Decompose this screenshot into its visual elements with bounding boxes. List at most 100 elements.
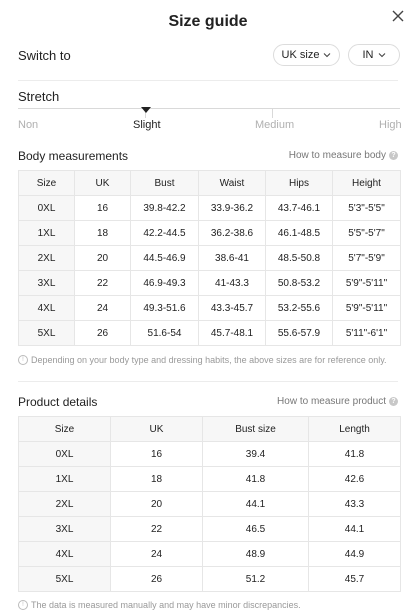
table-cell: 1XL [18, 466, 111, 492]
table-cell: 44.9 [308, 541, 401, 567]
table-cell: 5'5"-5'7" [332, 220, 401, 246]
table-cell: 26 [74, 320, 131, 346]
table-cell: 44.1 [308, 516, 401, 542]
table-cell: 5'3"-5'5" [332, 195, 401, 221]
table-cell: 46.5 [202, 516, 309, 542]
column-header: Size [18, 170, 75, 196]
table-cell: 44.5-46.9 [130, 245, 199, 271]
table-cell: 5'9"-5'11" [332, 295, 401, 321]
table-cell: 5'9"-5'11" [332, 270, 401, 296]
table-cell: 33.9-36.2 [198, 195, 266, 221]
column-header: Bust size [202, 416, 309, 442]
table-cell: 46.1-48.5 [265, 220, 333, 246]
page-title: Size guide [168, 13, 248, 30]
stretch-label: Stretch [18, 89, 60, 104]
stretch-scale [18, 107, 400, 120]
table-row: 4XL 24 48.9 44.9 [18, 541, 401, 567]
close-icon[interactable] [390, 8, 406, 24]
table-cell: 41.8 [308, 441, 401, 467]
region-size-value: UK size [281, 49, 320, 61]
stretch-option-non: Non [18, 119, 39, 131]
table-cell: 50.8-53.2 [265, 270, 333, 296]
table-cell: 44.1 [202, 491, 309, 517]
table-row: 5XL 26 51.2 45.7 [18, 566, 401, 592]
column-header: Bust [130, 170, 199, 196]
table-cell: 51.6-54 [130, 320, 199, 346]
how-to-measure-product-text: How to measure product [277, 396, 386, 407]
table-cell: 24 [74, 295, 131, 321]
table-cell: 2XL [18, 491, 111, 517]
column-header: Height [332, 170, 401, 196]
table-cell: 5'7"-5'9" [332, 245, 401, 271]
table-cell: 0XL [18, 441, 111, 467]
column-header: Hips [265, 170, 333, 196]
table-row: 0XL 16 39.8-42.2 33.9-36.2 43.7-46.1 5'3… [18, 195, 401, 221]
table-cell: 42.2-44.5 [130, 220, 199, 246]
table-cell: 3XL [18, 270, 75, 296]
table-cell: 36.2-38.6 [198, 220, 266, 246]
table-row: 2XL 20 44.5-46.9 38.6-41 48.5-50.8 5'7"-… [18, 245, 401, 271]
table-row: 1XL 18 42.2-44.5 36.2-38.6 46.1-48.5 5'5… [18, 220, 401, 246]
unit-select[interactable]: IN [348, 44, 400, 66]
table-cell: 43.7-46.1 [265, 195, 333, 221]
table-cell: 20 [74, 245, 131, 271]
column-header: UK [110, 416, 203, 442]
table-cell: 18 [74, 220, 131, 246]
body-note-text: Depending on your body type and dressing… [31, 355, 387, 365]
info-icon: ! [18, 355, 28, 365]
table-header-row: Size UK Bust size Length [18, 416, 401, 442]
table-row: 3XL 22 46.9-49.3 41-43.3 50.8-53.2 5'9"-… [18, 270, 401, 296]
table-row: 4XL 24 49.3-51.6 43.3-45.7 53.2-55.6 5'9… [18, 295, 401, 321]
region-size-select[interactable]: UK size [273, 44, 340, 66]
table-cell: 20 [110, 491, 203, 517]
stretch-option-high: High [379, 119, 402, 131]
column-header: UK [74, 170, 131, 196]
stretch-line [18, 108, 400, 109]
question-icon: ? [389, 397, 398, 406]
how-to-measure-product-link[interactable]: How to measure product ? [277, 396, 398, 407]
table-cell: 39.4 [202, 441, 309, 467]
product-note-text: The data is measured manually and may ha… [31, 600, 301, 610]
table-cell: 48.9 [202, 541, 309, 567]
table-cell: 24 [110, 541, 203, 567]
table-cell: 4XL [18, 295, 75, 321]
table-cell: 46.9-49.3 [130, 270, 199, 296]
table-row: 1XL 18 41.8 42.6 [18, 466, 401, 492]
table-cell: 42.6 [308, 466, 401, 492]
table-cell: 53.2-55.6 [265, 295, 333, 321]
question-icon: ? [389, 151, 398, 160]
chevron-down-icon [378, 53, 385, 58]
table-cell: 2XL [18, 245, 75, 271]
table-cell: 55.6-57.9 [265, 320, 333, 346]
chevron-down-icon [324, 53, 331, 58]
switch-row: Switch to UK size IN [0, 40, 416, 72]
table-cell: 45.7-48.1 [198, 320, 266, 346]
table-cell: 3XL [18, 516, 111, 542]
column-header: Waist [198, 170, 266, 196]
stretch-option-slight: Slight [133, 119, 161, 131]
table-cell: 22 [74, 270, 131, 296]
table-cell: 5'11"-6'1" [332, 320, 401, 346]
table-cell: 16 [110, 441, 203, 467]
table-cell: 4XL [18, 541, 111, 567]
product-details-title: Product details [18, 395, 98, 409]
switch-label: Switch to [18, 48, 71, 63]
table-cell: 22 [110, 516, 203, 542]
table-row: 3XL 22 46.5 44.1 [18, 516, 401, 542]
table-cell: 43.3 [308, 491, 401, 517]
table-cell: 1XL [18, 220, 75, 246]
table-row: 0XL 16 39.4 41.8 [18, 441, 401, 467]
header: Size guide [0, 0, 416, 44]
column-header: Length [308, 416, 401, 442]
table-cell: 0XL [18, 195, 75, 221]
table-cell: 43.3-45.7 [198, 295, 266, 321]
divider [18, 381, 398, 382]
table-cell: 5XL [18, 320, 75, 346]
table-cell: 41-43.3 [198, 270, 266, 296]
table-cell: 39.8-42.2 [130, 195, 199, 221]
table-header-row: Size UK Bust Waist Hips Height [18, 170, 401, 196]
divider [18, 80, 398, 81]
how-to-measure-body-link[interactable]: How to measure body ? [289, 150, 398, 161]
unit-value: IN [362, 49, 374, 61]
table-cell: 5XL [18, 566, 111, 592]
